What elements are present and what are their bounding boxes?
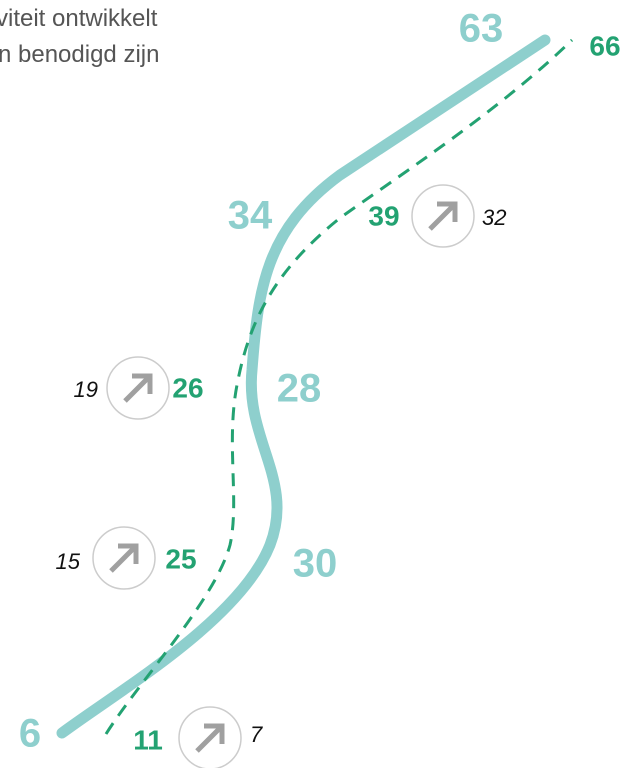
dashed-label: 25 [165,543,196,574]
intro-line: viteit ontwikkelt [0,5,158,32]
dashed-label: 11 [133,724,163,755]
trend-icon [178,706,242,768]
solid-line [56,34,551,739]
dashed-line [104,38,574,735]
icon-arrow [195,723,225,753]
intro-line: n benodigd zijn [0,41,159,68]
solid-label: 63 [459,7,504,51]
dashed-label: 66 [589,30,620,61]
trend-icon [106,356,170,420]
arrow-label: 15 [56,549,81,574]
solid-label: 6 [19,712,41,756]
solid-label: 28 [277,367,322,411]
trend-icons [92,184,475,768]
trend-icon [411,184,475,248]
arrow-label: 32 [482,205,506,230]
dashed-label: 39 [368,200,399,231]
icon-arrow [123,373,153,403]
icon-arrow [109,543,139,573]
arrow-label: 19 [74,377,98,402]
arrow-label: 7 [250,722,263,747]
solid-label: 34 [228,194,273,238]
solid-label: 30 [293,542,338,586]
trend-icon [92,526,156,590]
icon-arrow [428,201,458,231]
dashed-label: 26 [172,372,203,403]
